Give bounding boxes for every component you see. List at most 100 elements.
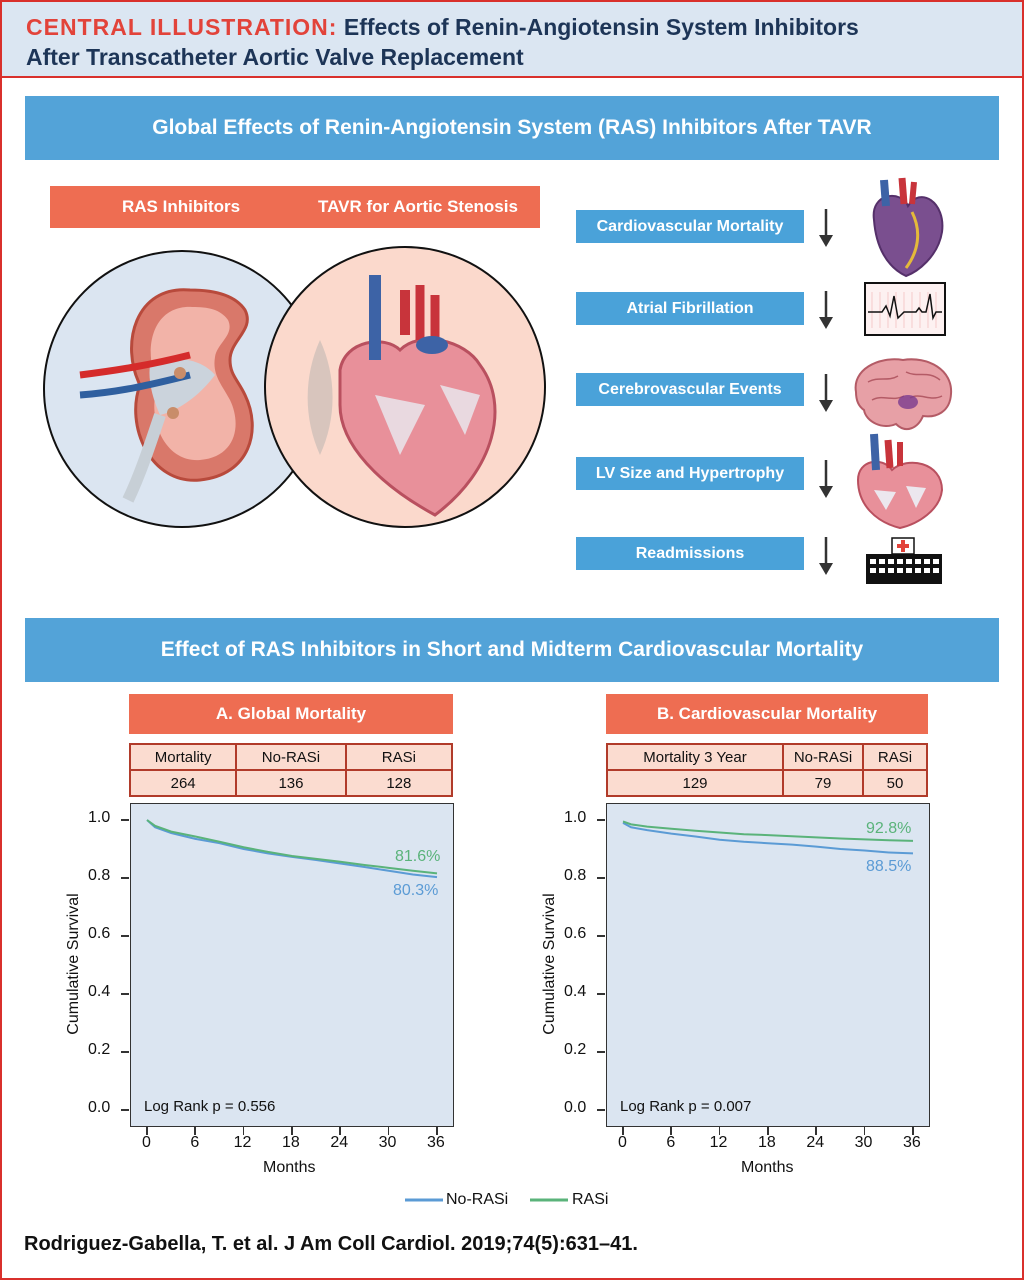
panel-b-x-tick-mark [718, 1127, 721, 1135]
citation: Rodriguez-Gabella, T. et al. J Am Coll C… [24, 1233, 638, 1255]
table-header: Mortality 3 Year [606, 743, 784, 771]
panel-a-y-tick-mark [121, 877, 129, 879]
legend-rasi-label: RASi [572, 1191, 609, 1208]
panel-b-line-no-rasi [622, 822, 914, 855]
panel-a-y-tick-mark [121, 993, 129, 995]
legend-norasi-label: No-RASi [446, 1191, 509, 1208]
table-header: RASi [862, 743, 928, 771]
panel-b-x-tick-label: 24 [806, 1134, 825, 1151]
down-arrow-icon [819, 460, 833, 498]
legend-rasi-swatch [530, 1198, 568, 1202]
panel-a-y-tick-label: 1.0 [88, 809, 111, 826]
table-header: No-RASi [235, 743, 347, 771]
header-title-line1: Effects of Renin-Angiotensin System Inhi… [343, 14, 859, 40]
panel-b-y-tick-label: 0.4 [564, 983, 587, 1000]
panel-b-plot-area [606, 803, 930, 1127]
panel-a-x-tick-mark [339, 1127, 341, 1135]
panel-b-chart [622, 820, 914, 855]
panel-a-y-tick-label: 0.4 [88, 983, 111, 1000]
ecg-icon [864, 282, 946, 336]
panel-a-x-tick-label: 12 [233, 1134, 252, 1151]
table-cell: 128 [344, 769, 454, 797]
venn-overlap [307, 340, 333, 455]
panel-b-x-tick-mark [863, 1127, 866, 1135]
panel-a-x-tick-label: 24 [330, 1134, 349, 1151]
venn-label-bar: RAS Inhibitors TAVR for Aortic Stenosis [50, 186, 540, 228]
effect-atrial-fibrillation: Atrial Fibrillation [576, 292, 804, 325]
panel-a-norasi-label: 80.3% [393, 882, 439, 899]
table-cell: 79 [782, 769, 864, 797]
panel-b-y-tick-mark [597, 1051, 605, 1053]
header: CENTRAL ILLUSTRATION: Effects of Renin-A… [2, 2, 1022, 76]
panel-b-x-tick-label: 6 [666, 1134, 676, 1151]
panel-b-x-tick-label: 12 [709, 1134, 728, 1151]
panel-b-y-tick-mark [597, 935, 605, 937]
panel-b-x-tick-label: 36 [903, 1134, 921, 1151]
tavr-label: TAVR for Aortic Stenosis [318, 197, 518, 216]
panel-b-y-tick-label: 1.0 [564, 809, 587, 826]
table-header: RASi [344, 743, 454, 771]
panel-b-x-tick-mark [670, 1127, 672, 1135]
panel-b-x-tick-mark [767, 1127, 769, 1135]
kidney-icon [79, 288, 254, 503]
panel-a-title: A. Global Mortality [129, 694, 453, 734]
panel-b-x-tick-label: 0 [618, 1134, 627, 1151]
table-header: No-RASi [782, 743, 864, 771]
panel-b-y-tick-label: 0.0 [564, 1099, 587, 1116]
effect-lv-size: LV Size and Hypertrophy [576, 457, 804, 490]
panel-a-x-tick-mark [291, 1127, 293, 1135]
panel-b-y-tick-label: 0.2 [564, 1041, 587, 1058]
legend-norasi-swatch [405, 1198, 443, 1202]
panel-a-chart [146, 819, 438, 879]
panel-b-norasi-label: 88.5% [866, 858, 912, 875]
panel-a-x-tick-label: 36 [427, 1134, 445, 1151]
panel-a-plot-area [130, 803, 454, 1127]
panel-b-x-axis-title: Months [741, 1159, 794, 1176]
panel-a-table: Mortality No-RASi RASi 264 136 128 [128, 743, 454, 797]
panel-a-y-tick-mark [121, 1109, 129, 1111]
panel-a-x-tick-label: 6 [190, 1134, 200, 1151]
panel-a-rasi-label: 81.6% [395, 848, 441, 865]
heart-icon [872, 177, 944, 278]
panel-b-table: Mortality 3 Year No-RASi RASi 129 79 50 [606, 743, 928, 797]
panel-a-x-tick-label: 30 [378, 1134, 397, 1151]
panel-b-line-rasi [622, 820, 914, 842]
section2-banner: Effect of RAS Inhibitors in Short and Mi… [25, 618, 999, 682]
hospital-icon [866, 537, 942, 584]
panel-a-x-tick-mark [436, 1127, 438, 1135]
table-cell: 50 [862, 769, 928, 797]
table-cell: 136 [235, 769, 347, 797]
down-arrow-icon [819, 209, 833, 247]
panel-a-y-tick-mark [121, 819, 129, 821]
panel-b-y-tick-mark [597, 877, 605, 879]
effect-cerebrovascular-events: Cerebrovascular Events [576, 373, 804, 406]
effect-cardiovascular-mortality: Cardiovascular Mortality [576, 210, 804, 243]
panel-a-y-tick-mark [121, 1051, 129, 1053]
panel-b-x-tick-mark [912, 1127, 914, 1135]
panel-a-y-tick-mark [121, 935, 129, 937]
venn-diagram [43, 246, 546, 528]
heart-cross-section-icon [856, 433, 944, 530]
panel-b-y-tick-label: 0.8 [564, 867, 587, 884]
panel-a-y-tick-label: 0.0 [88, 1099, 111, 1116]
panel-b-x-tick-mark [815, 1127, 817, 1135]
heart-section-icon [338, 275, 497, 517]
panel-a-x-axis-title: Months [263, 1159, 316, 1176]
ras-inhibitors-label: RAS Inhibitors [122, 197, 241, 216]
panel-b-x-tick-mark [622, 1127, 624, 1135]
panel-a-x-tick-mark [194, 1127, 196, 1135]
panel-a-line-no-rasi [146, 819, 438, 879]
panel-b-y-tick-mark [597, 1109, 605, 1111]
panel-a-line-rasi [146, 819, 438, 875]
down-arrow-icon [819, 291, 833, 329]
panel-b-title: B. Cardiovascular Mortality [606, 694, 928, 734]
panel-a-y-tick-label: 0.8 [88, 867, 111, 884]
panel-b-x-tick-label: 30 [854, 1134, 873, 1151]
panel-b-rasi-label: 92.8% [866, 820, 912, 837]
panel-a-x-tick-mark [387, 1127, 390, 1135]
table-cell: 264 [128, 769, 238, 797]
panel-a-x-tick-mark [146, 1127, 148, 1135]
down-arrow-icon [819, 537, 833, 575]
panel-b-log-rank: Log Rank p = 0.007 [620, 1098, 752, 1115]
brain-icon [854, 358, 953, 431]
